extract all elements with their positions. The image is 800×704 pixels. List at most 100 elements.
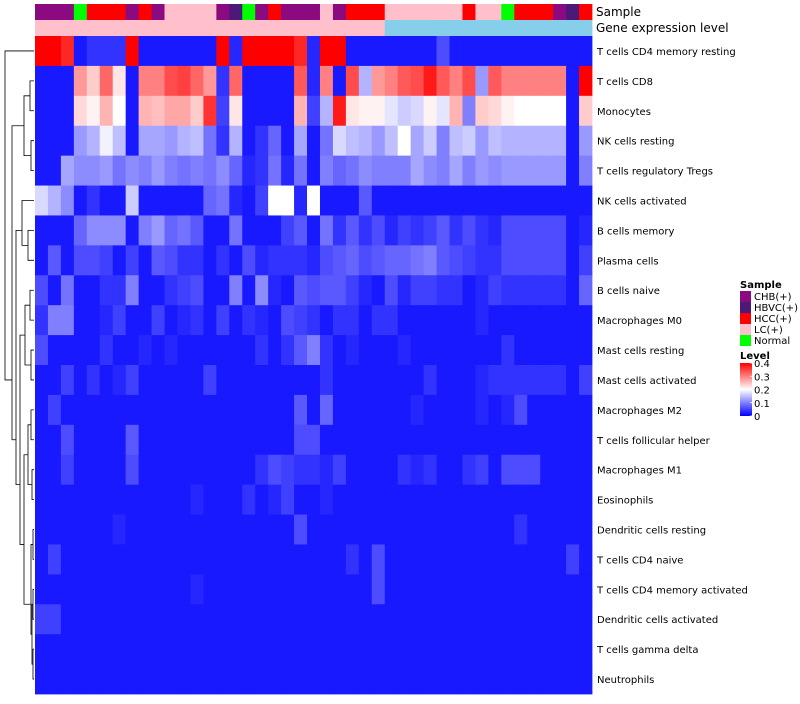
heatmap-cell: [397, 36, 412, 67]
heatmap-cell: [501, 664, 515, 695]
heatmap-cell: [527, 305, 541, 336]
heatmap-cell: [47, 634, 62, 665]
legend-entry-label: HBVC(+): [754, 303, 798, 314]
heatmap-cell: [501, 245, 515, 276]
heatmap-cell: [579, 394, 593, 426]
heatmap-cell: [436, 604, 450, 635]
heatmap-cell: [345, 185, 360, 216]
legend-entry-label: LC(+): [754, 325, 783, 336]
heatmap-cell: [47, 65, 62, 97]
heatmap-cell: [164, 335, 178, 366]
heatmap-cell: [268, 454, 282, 486]
heatmap-cell: [125, 544, 140, 575]
heatmap-row: [35, 454, 593, 486]
heatmap-cell: [449, 95, 463, 127]
heatmap-cell: [242, 275, 256, 306]
heatmap-cell: [553, 305, 567, 336]
row-label: T cells follicular helper: [596, 436, 711, 447]
annotation-cell: [47, 4, 62, 20]
heatmap-cell: [190, 394, 204, 426]
heatmap-cell: [164, 245, 178, 276]
heatmap-cell: [501, 484, 515, 515]
heatmap-cell: [190, 305, 204, 336]
heatmap-cell: [384, 95, 399, 127]
heatmap-cell: [138, 454, 152, 486]
heatmap-cell: [345, 454, 360, 486]
heatmap-cell: [268, 484, 282, 515]
heatmap-cell: [229, 604, 243, 635]
heatmap-cell: [527, 514, 541, 545]
annotation-cell: [540, 20, 554, 36]
heatmap-cell: [112, 634, 127, 665]
heatmap-cell: [255, 664, 269, 695]
heatmap-cell: [527, 574, 541, 605]
heatmap-cell: [410, 484, 424, 515]
heatmap-cell: [371, 454, 386, 486]
heatmap-cell: [138, 664, 152, 695]
heatmap-cell: [203, 574, 217, 605]
heatmap-cell: [579, 65, 593, 97]
heatmap-cell: [112, 245, 127, 276]
heatmap-cell: [47, 424, 62, 456]
heatmap-cell: [73, 125, 88, 157]
heatmap-cell: [332, 125, 347, 157]
heatmap-cell: [423, 514, 437, 545]
heatmap-cell: [371, 514, 386, 545]
heatmap-cell: [60, 185, 75, 216]
heatmap-cell: [566, 36, 580, 67]
heatmap-cell: [553, 454, 567, 486]
heatmap-cell: [514, 125, 528, 157]
annotation-cell: [514, 20, 528, 36]
heatmap-cell: [112, 65, 127, 97]
heatmap-cell: [307, 454, 321, 486]
heatmap-cell: [462, 664, 476, 695]
heatmap-cell: [164, 155, 178, 186]
heatmap-cell: [255, 155, 269, 186]
heatmap-cell: [566, 305, 580, 336]
heatmap-cell: [423, 65, 437, 97]
heatmap-cell: [462, 215, 476, 246]
heatmap-cell: [229, 215, 243, 246]
heatmap-cell: [255, 305, 269, 336]
heatmap-cell: [281, 185, 295, 216]
heatmap-cell: [345, 514, 360, 545]
heatmap-cell: [125, 335, 140, 366]
annotation-cell: [319, 20, 334, 36]
heatmap-cell: [73, 484, 88, 515]
heatmap-cell: [449, 36, 463, 67]
heatmap-cell: [488, 514, 502, 545]
heatmap-cell: [164, 125, 178, 157]
heatmap-cell: [242, 484, 256, 515]
heatmap-cell: [138, 484, 152, 515]
heatmap-cell: [553, 484, 567, 515]
heatmap-cell: [229, 65, 243, 97]
heatmap-cell: [514, 65, 528, 97]
heatmap-cell: [242, 185, 256, 216]
annotation-cell: [488, 20, 502, 36]
heatmap-cell: [553, 514, 567, 545]
heatmap-cell: [436, 275, 450, 306]
heatmap-cell: [307, 634, 321, 665]
heatmap-cell: [47, 604, 62, 635]
heatmap-cell: [488, 245, 502, 276]
heatmap-cell: [203, 514, 217, 545]
heatmap-cell: [462, 95, 476, 127]
heatmap-cell: [436, 514, 450, 545]
heatmap-cell: [60, 604, 75, 635]
heatmap-cell: [332, 36, 347, 67]
heatmap-cell: [462, 394, 476, 426]
heatmap-cell: [371, 544, 386, 575]
heatmap-cell: [216, 215, 230, 246]
heatmap-cell: [566, 65, 580, 97]
heatmap-cell: [579, 185, 593, 216]
heatmap-cell: [371, 36, 386, 67]
annotation-cell: [501, 4, 515, 20]
annotation-cell: [47, 20, 62, 36]
heatmap-cell: [294, 394, 308, 426]
heatmap-cell: [410, 604, 424, 635]
heatmap-cell: [203, 125, 217, 157]
heatmap-cell: [229, 245, 243, 276]
heatmap-cell: [410, 514, 424, 545]
heatmap-cell: [332, 155, 347, 186]
heatmap-cell: [319, 36, 334, 67]
